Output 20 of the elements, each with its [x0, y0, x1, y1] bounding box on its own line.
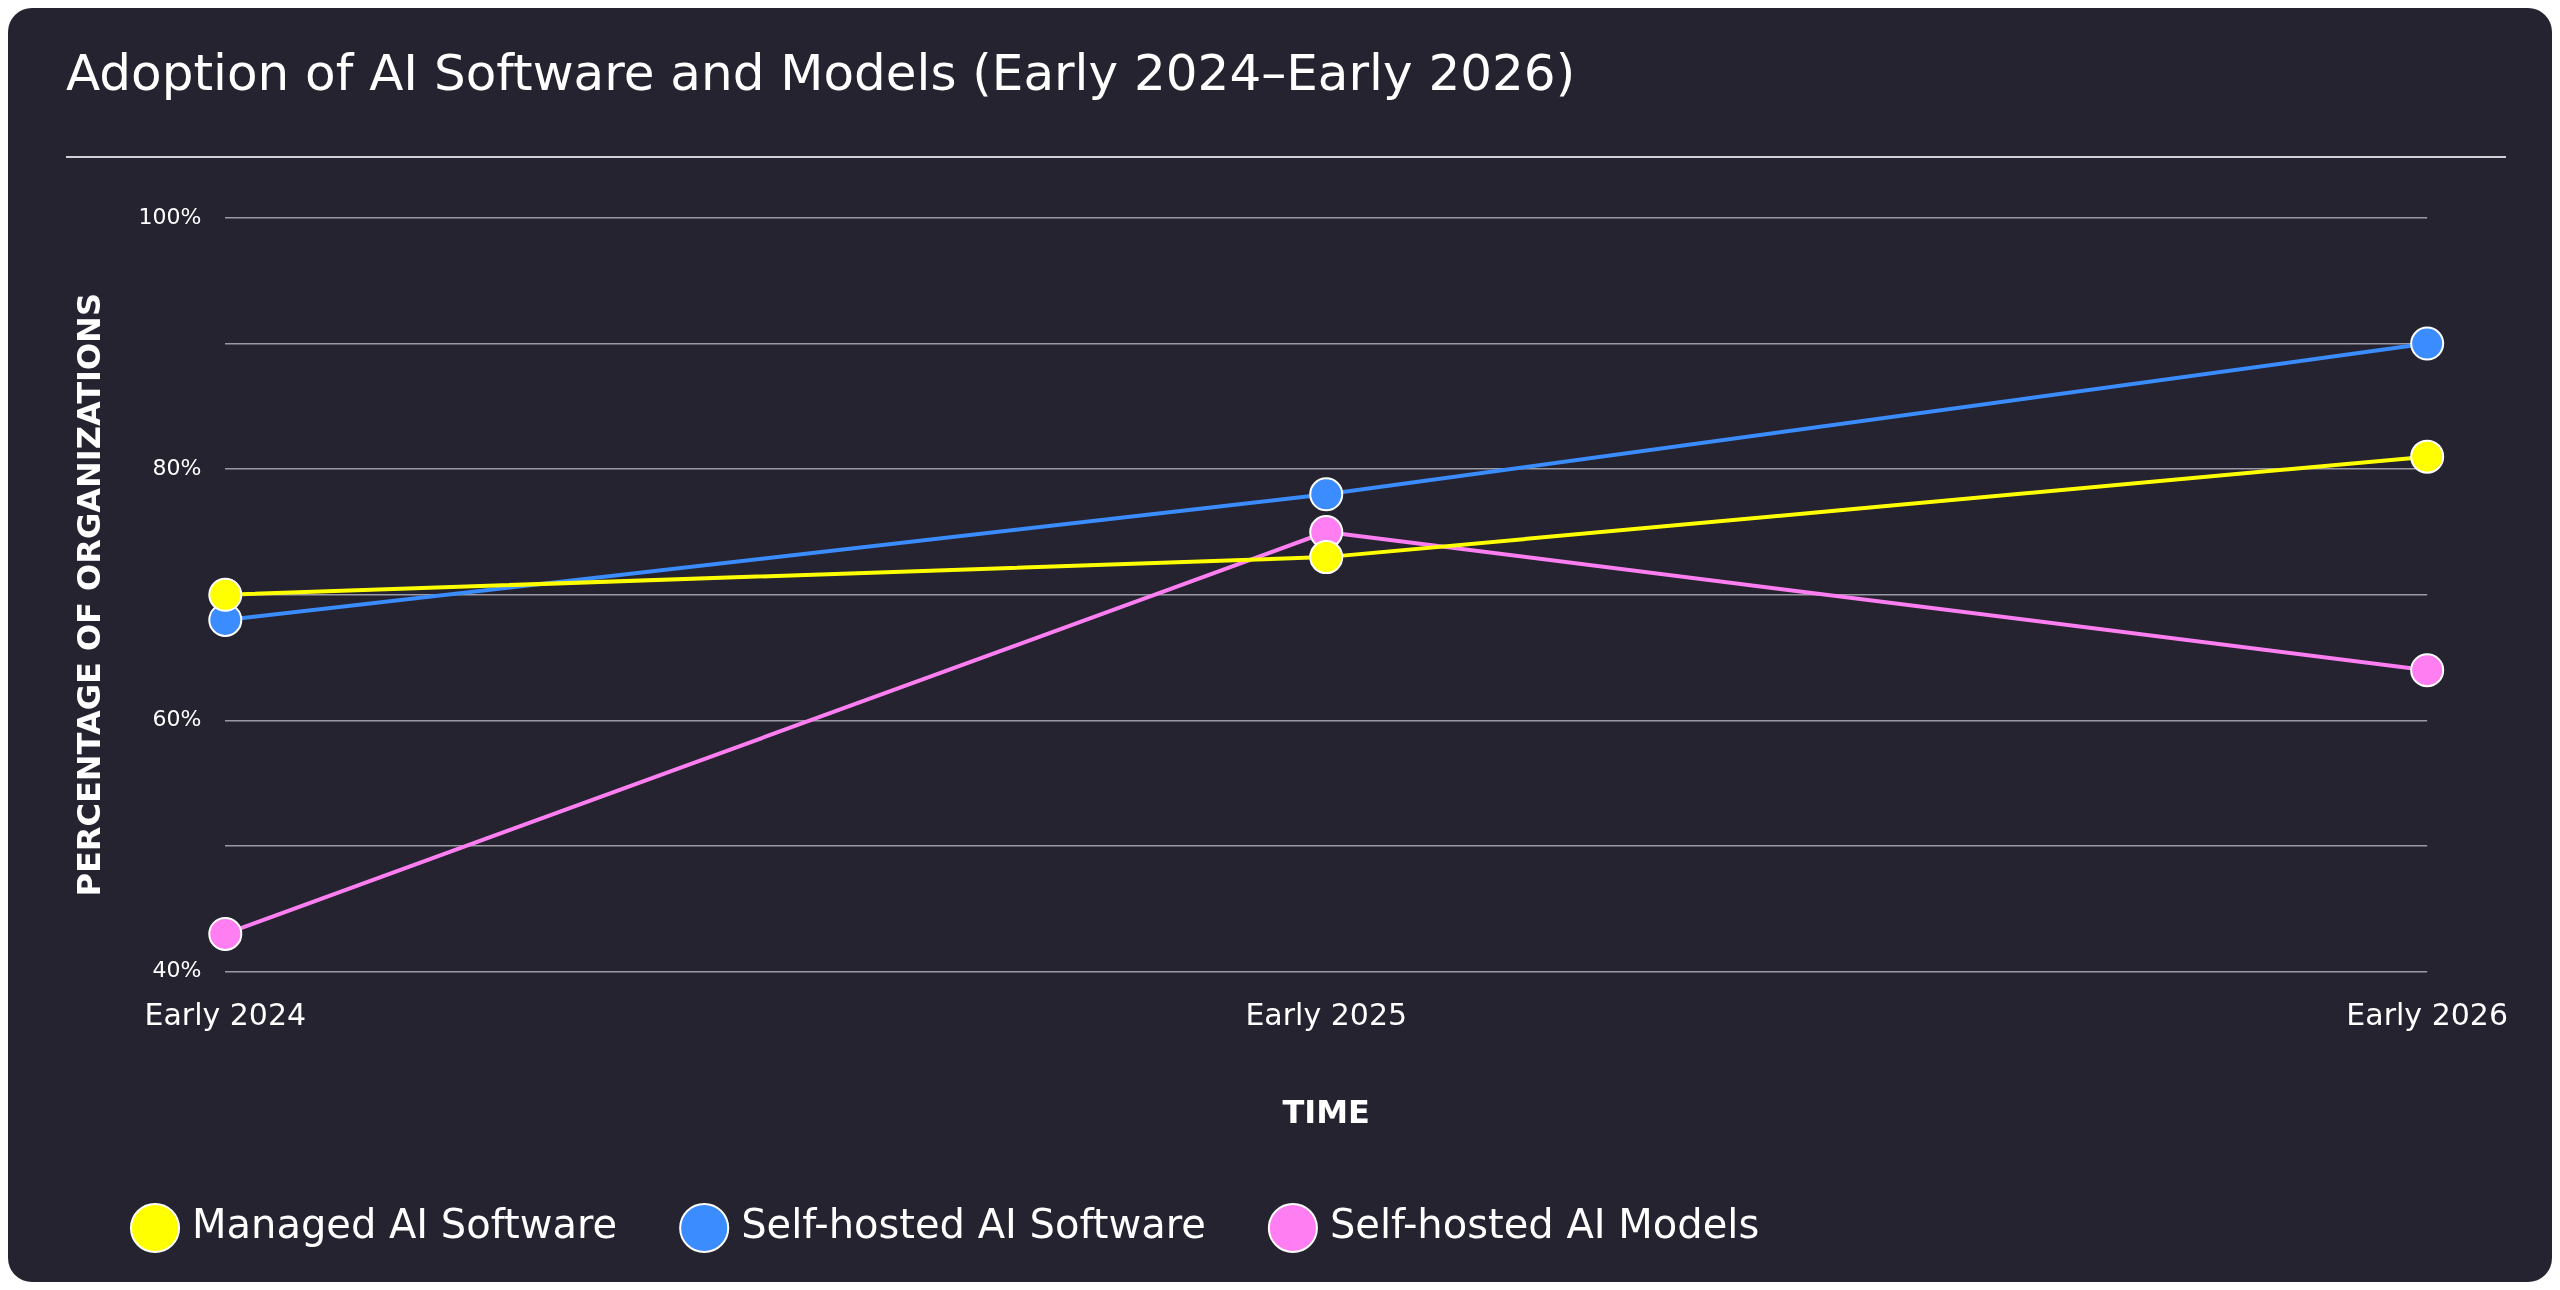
- point: [1309, 477, 1344, 512]
- legend-label: Managed AI Software: [192, 1201, 618, 1248]
- point: [2410, 653, 2445, 688]
- x-tick-label: Early 2026: [2346, 997, 2509, 1033]
- y-axis-title: PERCENTAGE OF ORGANIZATIONS: [69, 293, 108, 897]
- point: [2410, 439, 2445, 474]
- point: [2410, 326, 2445, 361]
- point: [1309, 540, 1344, 575]
- y-tick-label: 40%: [152, 957, 202, 983]
- point: [208, 577, 243, 612]
- x-tick-label: Early 2024: [144, 997, 307, 1033]
- chart-title: Adoption of AI Software and Models (Early 2024–Early 2026): [66, 44, 1576, 102]
- y-tick-label: 60%: [152, 706, 202, 732]
- x-axis-title: TIME: [1282, 1093, 1370, 1132]
- y-tick-label: 100%: [138, 203, 202, 229]
- x-tick-label: Early 2025: [1245, 997, 1408, 1033]
- legend-label: Self-hosted AI Models: [1329, 1201, 1760, 1248]
- legend-label: Self-hosted AI Software: [741, 1201, 1206, 1248]
- point: [208, 916, 243, 951]
- y-tick-label: 80%: [152, 454, 202, 480]
